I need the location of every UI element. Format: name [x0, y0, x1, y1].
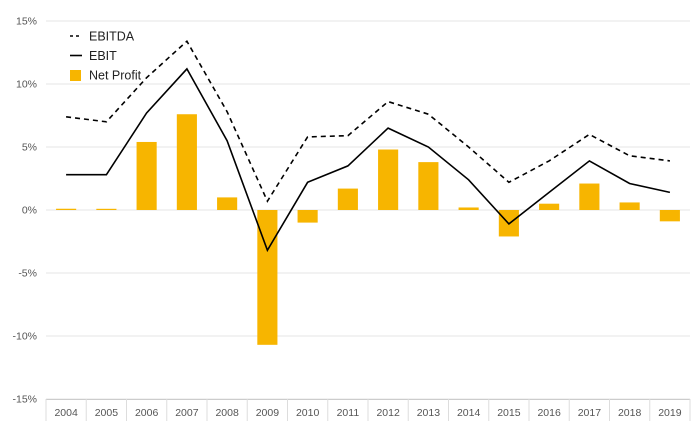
bar-net-profit	[458, 207, 479, 210]
x-tick-label: 2006	[135, 407, 159, 419]
x-tick-label: 2017	[578, 407, 602, 419]
bar-net-profit	[418, 162, 439, 210]
legend-label: EBIT	[89, 49, 117, 63]
line-series	[66, 39, 671, 253]
x-tick-label: 2013	[417, 407, 441, 419]
x-tick-label: 2009	[256, 407, 280, 419]
y-tick-label: 10%	[16, 79, 37, 91]
bar-net-profit	[539, 203, 560, 210]
line-ebit	[66, 67, 671, 253]
bar-net-profit	[297, 210, 318, 223]
x-tick-label: 2011	[337, 407, 360, 419]
x-axis: 2004 2005 2006 2007 2008 2009 2010 2011 2012 2013…	[45, 399, 691, 421]
x-tick-label: 2012	[376, 407, 400, 419]
x-tick-label: 2016	[537, 407, 561, 419]
legend-label: EBITDA	[89, 30, 135, 44]
bar-net-profit	[217, 197, 238, 210]
x-tick-label: 2015	[497, 407, 521, 419]
x-tick-label: 2004	[54, 407, 78, 419]
y-tick-label: -5%	[18, 268, 37, 280]
y-tick-label: -10%	[12, 331, 37, 343]
x-tick-label: 2005	[95, 407, 119, 419]
bar-net-profit	[619, 202, 640, 210]
y-axis: 15% 10% 5% 0% -5% -10% -15%	[12, 16, 37, 406]
y-tick-label: -15%	[12, 394, 37, 406]
bar-series	[56, 114, 680, 345]
bar-net-profit	[579, 183, 600, 210]
bar-net-profit	[257, 210, 278, 345]
bar-net-profit	[337, 188, 358, 210]
bar-net-profit	[96, 208, 117, 210]
x-tick-label: 2007	[175, 407, 199, 419]
legend-swatch	[70, 70, 81, 81]
bar-net-profit	[659, 210, 680, 222]
y-tick-label: 0%	[22, 205, 37, 217]
x-tick-label: 2019	[658, 407, 682, 419]
bar-net-profit	[176, 114, 197, 210]
y-tick-label: 15%	[16, 16, 37, 28]
bar-net-profit	[378, 149, 399, 210]
x-tick-label: 2008	[215, 407, 239, 419]
x-tick-label: 2010	[296, 407, 320, 419]
x-tick-label: 2018	[618, 407, 642, 419]
legend-label: Net Profit	[89, 69, 142, 83]
x-tick-label: 2014	[457, 407, 481, 419]
y-tick-label: 5%	[22, 142, 37, 154]
bar-net-profit	[56, 208, 77, 210]
bar-net-profit	[136, 141, 157, 210]
line-ebitda	[66, 39, 671, 203]
legend: EBITDA EBIT Net Profit	[70, 30, 142, 83]
